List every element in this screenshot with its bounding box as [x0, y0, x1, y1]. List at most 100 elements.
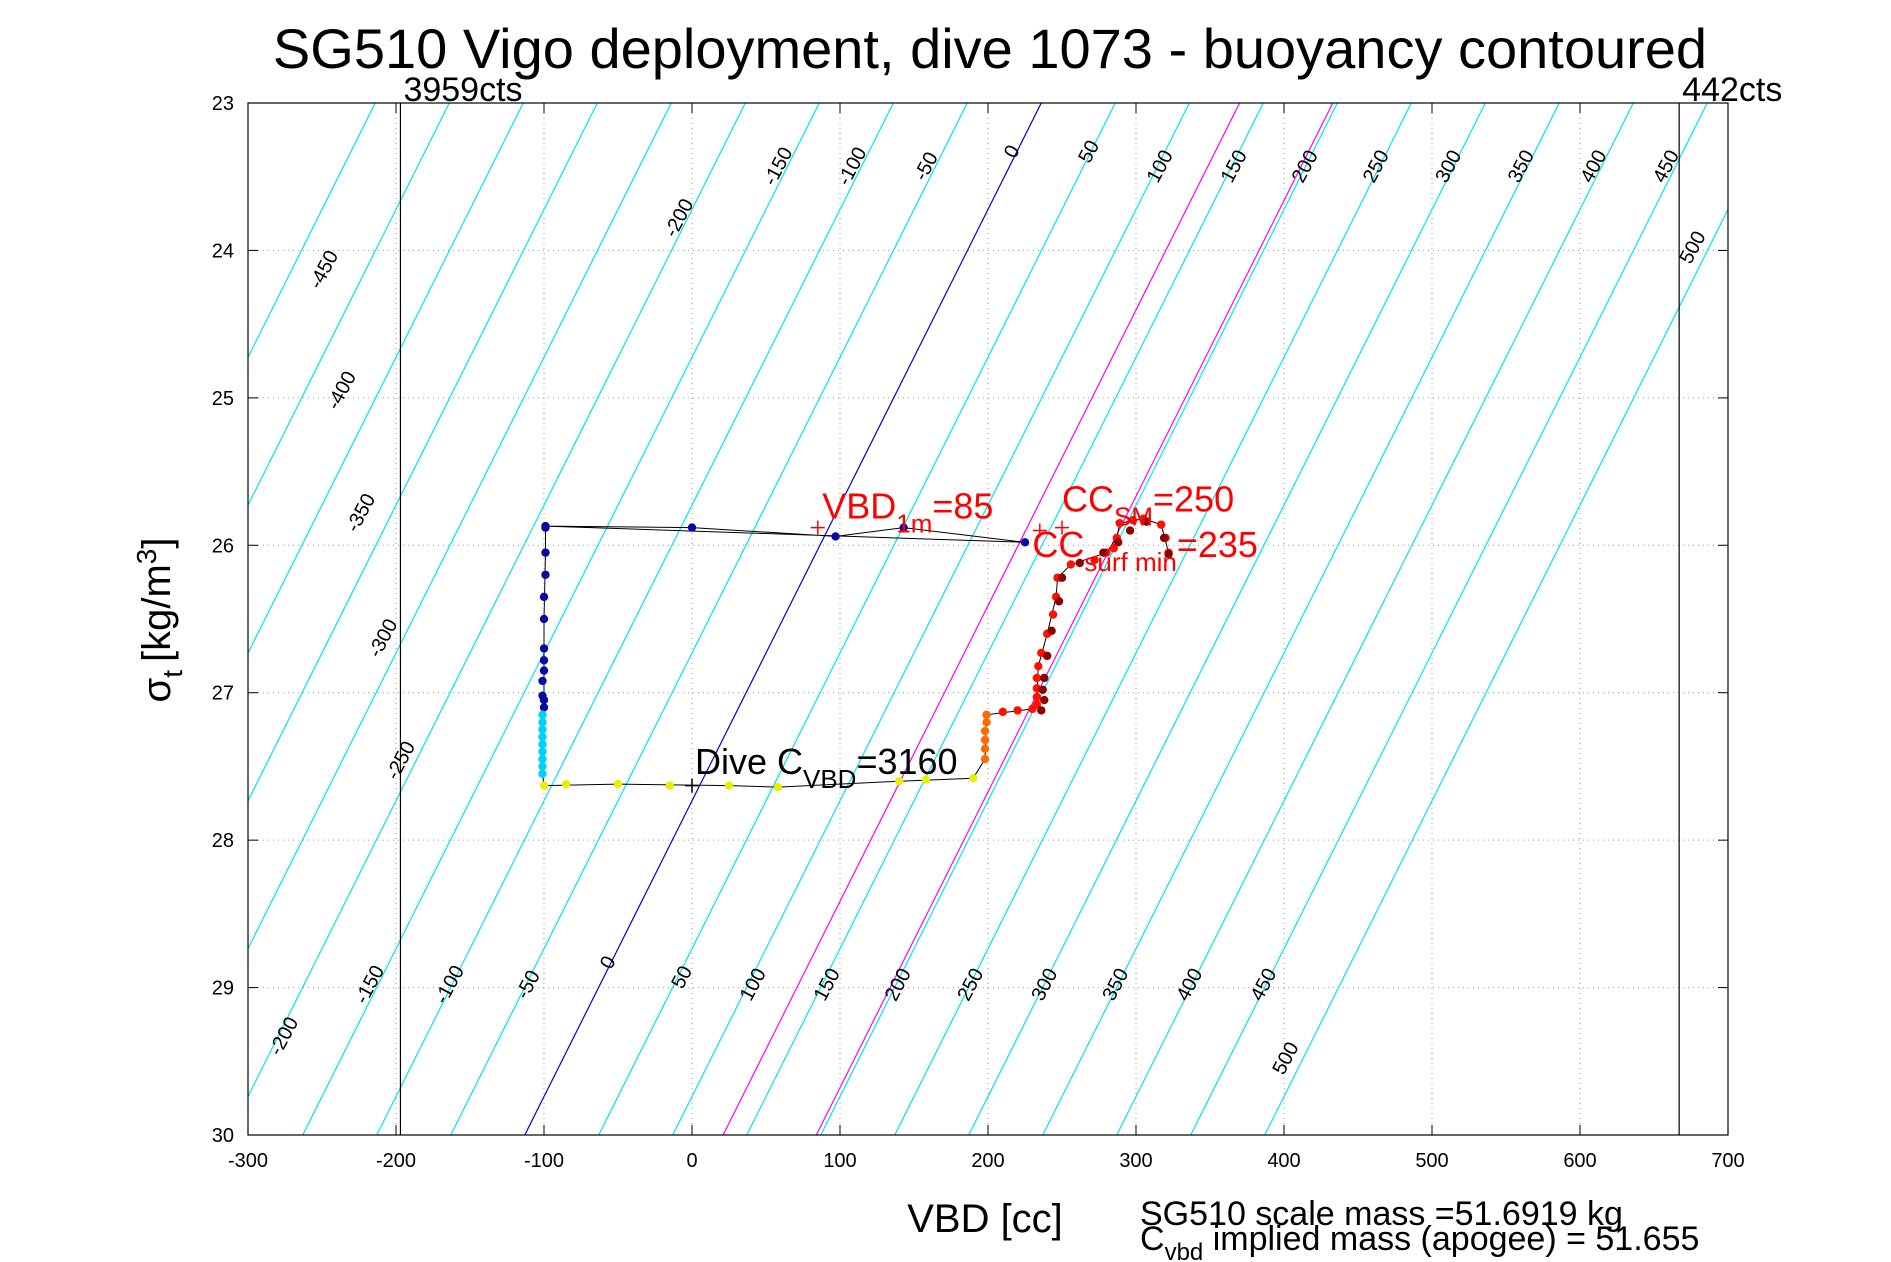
contour-line — [894, 103, 1412, 1135]
contour-line — [1116, 103, 1634, 1135]
x-tick-label: 400 — [1267, 1150, 1300, 1172]
data-point — [541, 523, 550, 532]
annotation-main: CC — [1062, 478, 1114, 519]
data-point — [1164, 549, 1173, 559]
data-point — [899, 523, 908, 532]
annotation-marker — [685, 778, 699, 793]
annotation-dive-cvbd: Dive CVBD=3160 — [695, 741, 958, 794]
x-tick-label: 700 — [1711, 1150, 1744, 1172]
contour-line — [598, 103, 1116, 1135]
data-point — [539, 656, 549, 665]
implied-mass-sub: vbd — [1165, 1239, 1204, 1262]
axis-ticks: -300 -200 -100 0 100 200 300 400 500 600 700 23 24 25… — [212, 93, 1745, 1172]
y-tick-label: 29 — [212, 978, 234, 1000]
data-point — [724, 781, 734, 790]
data-point — [1037, 706, 1046, 715]
data-point — [1038, 685, 1047, 694]
data-point — [1057, 573, 1067, 582]
magenta-contour-line — [722, 103, 1241, 1135]
data-point — [982, 710, 991, 720]
annotation-main: CC — [1032, 524, 1084, 565]
data-point — [1040, 673, 1049, 683]
data-point — [1128, 516, 1138, 525]
contour-line — [1264, 208, 1728, 1135]
annotation-marker — [810, 520, 825, 535]
data-point — [1090, 555, 1099, 565]
data-point — [980, 754, 990, 764]
contour-line — [1042, 103, 1560, 1135]
annotation-value: =85 — [932, 486, 993, 527]
annotation-value: =250 — [1153, 478, 1234, 519]
contour-line — [302, 103, 820, 1135]
y-tick-label: 23 — [212, 93, 234, 115]
data-point — [541, 570, 550, 579]
data-point — [998, 707, 1007, 717]
x-tick-label: -200 — [376, 1150, 416, 1172]
annotation-sub: 1m — [896, 509, 932, 539]
data-point — [539, 781, 549, 790]
dive-points — [538, 514, 1173, 792]
y-tick-label: 30 — [212, 1125, 234, 1147]
x-tick-label: 600 — [1563, 1150, 1596, 1172]
contour-line — [248, 103, 598, 803]
grid — [248, 103, 1728, 1135]
data-point — [665, 781, 674, 790]
buoyancy-contours — [248, 103, 1728, 1135]
contour-line — [248, 103, 524, 655]
magenta-contour-line — [815, 103, 1334, 1135]
data-point — [538, 732, 547, 742]
annotation-marker — [1055, 520, 1069, 535]
data-point — [539, 644, 549, 653]
data-point — [613, 779, 623, 789]
data-point — [1142, 517, 1151, 526]
contour-line — [820, 103, 1338, 1135]
data-point — [1075, 558, 1084, 568]
annotation-main: VBD — [822, 486, 896, 527]
data-point — [538, 769, 547, 778]
data-point — [1156, 520, 1166, 529]
annotations: -450-400-350-300-250-200-150 -100 -50 0 50 10… — [265, 137, 1711, 1079]
data-point — [1048, 610, 1058, 619]
data-point — [969, 774, 978, 783]
data-point — [538, 740, 547, 749]
data-point — [1125, 526, 1135, 535]
data-point — [1159, 533, 1169, 543]
implied-mass-rest: implied mass (apogee) = 51.655 — [1203, 1220, 1699, 1258]
data-point — [980, 735, 990, 745]
contour-line — [376, 103, 894, 1135]
annotation-main: Dive C — [695, 741, 803, 782]
data-point — [1020, 538, 1030, 547]
contour-line — [248, 103, 672, 951]
y-tick-label: 24 — [212, 240, 234, 262]
data-point — [538, 710, 547, 720]
data-point — [539, 703, 549, 712]
y-tick-label: 25 — [212, 388, 234, 410]
data-point — [921, 775, 931, 784]
annotation-value: =3160 — [856, 741, 957, 782]
data-point — [538, 754, 547, 764]
data-point — [538, 676, 547, 686]
annotation-value: =235 — [1177, 524, 1258, 565]
x-tick-label: 500 — [1415, 1150, 1448, 1172]
annotation-cc-surf: CCsurf min=235 — [1032, 524, 1258, 577]
x-tick-label: 300 — [1119, 1150, 1152, 1172]
contour-line — [968, 103, 1486, 1135]
data-point — [982, 718, 991, 727]
x-tick-label: 0 — [686, 1150, 697, 1172]
chart-title: SG510 Vigo deployment, dive 1073 - buoya… — [273, 17, 1707, 80]
contour-line — [248, 103, 746, 1098]
data-point — [1043, 651, 1052, 661]
data-point — [1047, 626, 1056, 635]
data-point — [539, 666, 549, 675]
scale-mass-text: SG510 scale mass =51.6919 kg — [1140, 1195, 1623, 1233]
data-point — [538, 762, 547, 771]
contour-line — [248, 103, 450, 507]
annotation-cc-sm: CCSM=250 — [1062, 478, 1234, 531]
data-point — [1054, 597, 1064, 606]
data-point — [1032, 692, 1042, 702]
data-point — [539, 695, 549, 705]
contour-line — [746, 103, 1264, 1135]
data-point — [562, 779, 571, 789]
data-point — [1013, 706, 1022, 715]
data-point — [539, 614, 549, 624]
